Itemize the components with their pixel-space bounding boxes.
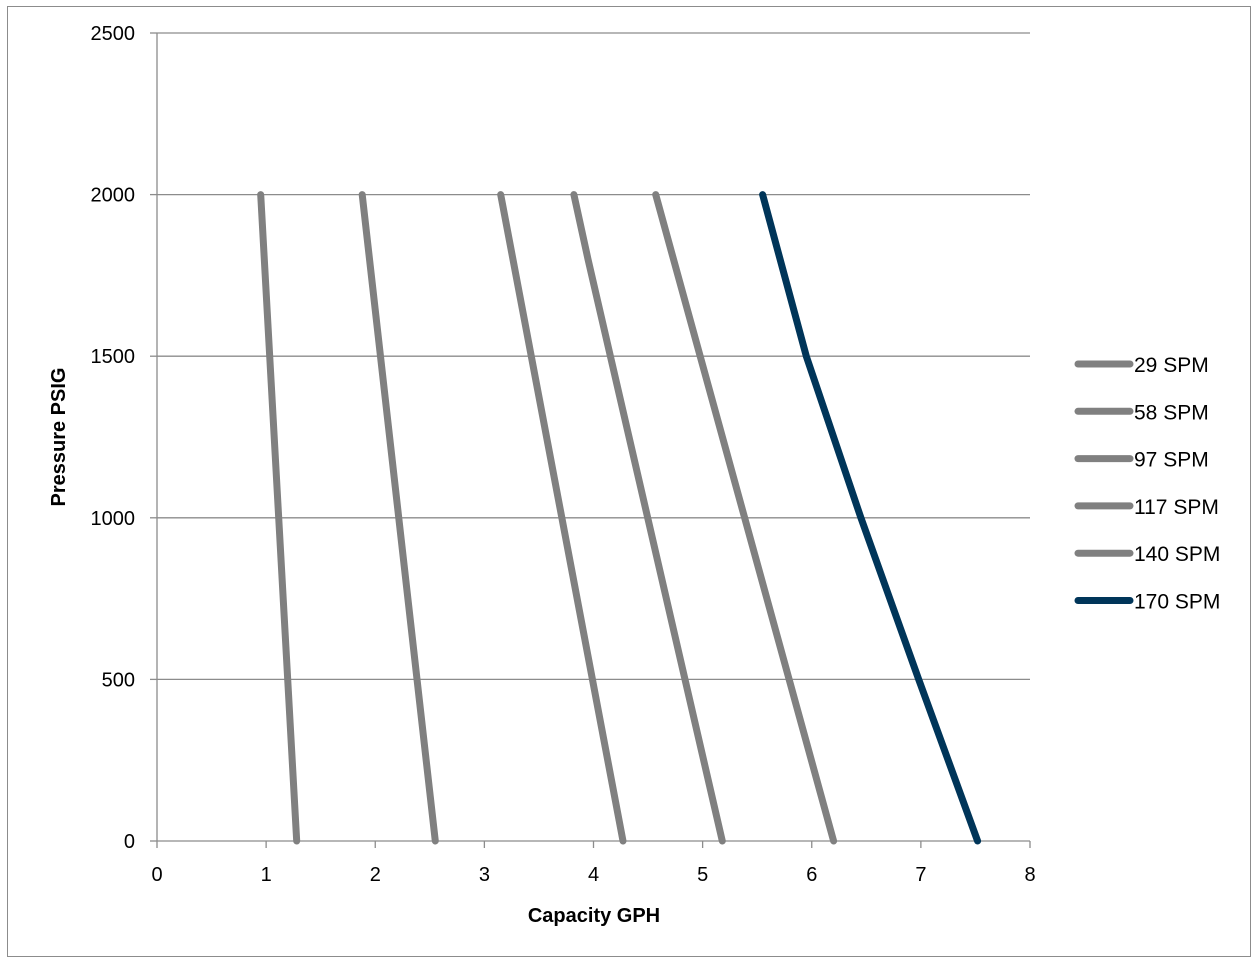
y-tick-label: 2000 (91, 185, 136, 207)
y-tick-label: 500 (102, 669, 135, 691)
legend-label: 170 SPM (1134, 591, 1220, 614)
series-line-140-spm (652, 191, 838, 845)
series-line-117-spm (570, 191, 726, 845)
x-tick-label: 2 (370, 864, 381, 886)
legend-item: 170 SPM (1074, 591, 1220, 614)
x-tick-label: 3 (479, 864, 490, 886)
y-tick-label: 1500 (91, 346, 136, 368)
legend-item: 117 SPM (1074, 496, 1219, 519)
legend-item: 97 SPM (1074, 449, 1209, 472)
x-tick-label: 8 (1024, 864, 1035, 886)
legend-label: 140 SPM (1134, 543, 1220, 566)
y-tick-label: 0 (124, 831, 135, 853)
y-tick-label: 2500 (91, 23, 136, 45)
x-tick-label: 6 (806, 864, 817, 886)
series-line-170-spm (759, 191, 982, 845)
legend-label: 58 SPM (1134, 401, 1209, 424)
x-axis-title: Capacity GPH (528, 905, 660, 927)
legend-item: 58 SPM (1074, 401, 1209, 424)
legend-label: 117 SPM (1134, 496, 1219, 519)
legend-item: 140 SPM (1074, 543, 1220, 566)
legend-label: 97 SPM (1134, 449, 1209, 472)
grid-layer (157, 32, 1030, 681)
series-line-97-spm (497, 191, 627, 845)
legend-label: 29 SPM (1134, 354, 1209, 377)
y-axis-title: Pressure PSIG (48, 368, 70, 507)
x-tick-label: 1 (261, 864, 272, 886)
axis-layer: 0 500 1000 1500 2000 2500 0 1 2 3 4 5 6 7 8 (91, 23, 1036, 886)
y-tick-label: 1000 (91, 508, 136, 530)
x-tick-label: 4 (588, 864, 599, 886)
series-line-58-spm (358, 191, 439, 845)
legend: 29 SPM 58 SPM 97 SPM 117 SPM 140 SPM 170 SPM (1074, 354, 1220, 614)
x-tick-label: 5 (697, 864, 708, 886)
legend-item: 29 SPM (1074, 354, 1209, 377)
x-tick-label: 0 (151, 864, 162, 886)
chart-frame (7, 6, 1251, 957)
series-line-29-spm (257, 191, 301, 845)
series-layer (257, 191, 982, 845)
x-tick-label: 7 (915, 864, 926, 886)
